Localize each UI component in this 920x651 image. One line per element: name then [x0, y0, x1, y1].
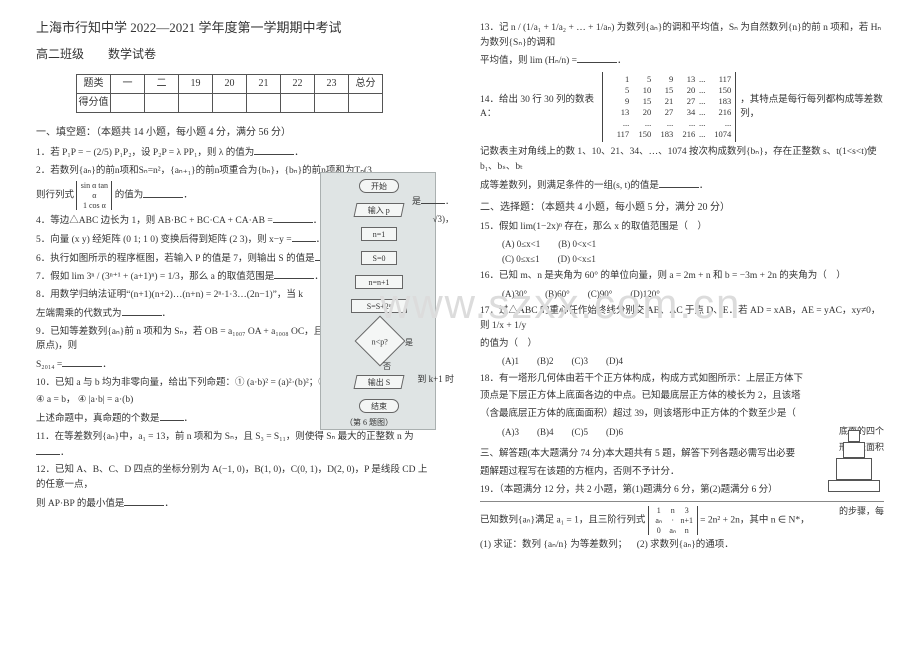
table-cell: 21 — [247, 74, 281, 93]
q2-tail: 是． — [412, 194, 454, 208]
fc-inc: n=n+1 — [355, 275, 403, 289]
question-14b: 记数表主对角线上的数 1、10、21、34、…、1074 按次构成数列{bₙ}，… — [480, 145, 884, 174]
exam-title: 上海市行知中学 2022—2021 学年度第一学期期中考试 — [36, 18, 436, 39]
question-12b: 则 AP·BP 的最小值是． — [36, 496, 436, 512]
fc-end: 结束 — [359, 399, 399, 413]
question-13: 13．记 n / (1/a₁ + 1/a₂ + … + 1/aₙ) 为数列{aₙ… — [480, 21, 884, 50]
fc-yes: 是 — [405, 337, 413, 350]
cube-figure — [828, 430, 880, 492]
question-19c: (1) 求证：数列 {aₙ/n} 为等差数列； (2) 求数列{aₙ}的通项． — [480, 538, 884, 553]
section-3a: 三、解答题(本大题满分 74 分)本大题共有 5 题，解答下列各题必需写出必要 — [480, 447, 884, 462]
question-17: 17．过△ABC 的重心任作始终线分别交 AB、AC 于点 D、E．若 AD =… — [480, 304, 884, 333]
question-12: 12．已知 A、B、C、D 四点的坐标分别为 A(−1, 0)，B(1, 0)，… — [36, 463, 436, 492]
fc-out: 输出 S — [354, 375, 405, 389]
section-2-heading: 二、选择题：（本题共 4 小题，每小题 5 分，满分 20 分） — [480, 200, 884, 216]
table-cell: 22 — [281, 74, 315, 93]
question-15: 15．假如 lim(1−2x)ⁿ 存在，那么 x 的取值范围是（ ） — [480, 220, 884, 235]
question-13b: 平均值，则 lim (Hₙ/n) =． — [480, 53, 884, 69]
question-19: 19．（本题满分 12 分，共 2 小题，第(1)题满分 6 分，第(2)题满分… — [480, 483, 884, 498]
table-cell: 19 — [179, 74, 213, 93]
section-1-heading: 一、填空题：（本题共 14 小题，每小题 4 分，满分 56 分） — [36, 125, 436, 141]
section-3b: 题解题过程写在该题的方框内，否则不予计分． — [480, 465, 884, 480]
question-16: 16．已知 m、n 是夹角为 60° 的单位向量，则 a = 2m + n 和 … — [480, 269, 884, 284]
section-3a-r: 的步骤，每 — [839, 504, 884, 518]
question-11: 11．在等差数列{aₙ}中，a₁ = 13，前 n 项和为 Sₙ，且 S₃ = … — [36, 430, 436, 460]
score-table: 题类 一 二 19 20 21 22 23 总分 得分值 — [76, 74, 383, 113]
q15-choices: (A) 0≤x<1(B) 0<x<1 (C) 0≤x≤1(D) 0<x≤1 — [502, 237, 884, 266]
table-cell: 总分 — [349, 74, 383, 93]
table-cell: 二 — [145, 74, 179, 93]
exam-subtitle: 高二班级 数学试卷 — [36, 45, 436, 64]
q2-tail2: √3)， — [433, 212, 454, 226]
question-18c: （含最底层正方体的底面面积）超过 39，则该塔形中正方体的个数至少是（ — [480, 407, 884, 422]
question-18: 18．有一塔形几何体由若干个正方体构成，构成方式如图所示：上层正方体下 — [480, 372, 884, 387]
question-17b: 的值为（ ） — [480, 337, 884, 352]
table-cell: 20 — [213, 74, 247, 93]
fc-no: 否 — [383, 361, 391, 374]
question-14: 14．给出 30 行 30 列的数表 A： 15913...117 510152… — [480, 72, 884, 142]
fc-cond: n<p? — [355, 316, 406, 367]
table-cell: 一 — [111, 74, 145, 93]
table-cell: 得分值 — [77, 93, 111, 112]
fc-input: 输入 p — [354, 203, 405, 217]
table-cell: 题类 — [77, 74, 111, 93]
q16-choices: (A)30°(B)60°(C)90°(D)120° — [502, 287, 884, 301]
question-19b: 已知数列{aₙ}满足 a₁ = 1，且三阶行列式 1n3 aₙ·n+1 0aₙn… — [480, 506, 884, 535]
fc-caption: （第 6 题图） — [345, 417, 393, 430]
det-3x3: 1n3 aₙ·n+1 0aₙn — [648, 506, 698, 535]
question-18b: 顶点是下层正方体上底面各边的中点。已知最底层正方体的棱长为 2，且该塔 — [480, 389, 884, 404]
table-cell: 23 — [315, 74, 349, 93]
flowchart-figure: 开始 输入 p n=1 S=0 n=n+1 S=S+2ⁿ n<p? 是 否 输出… — [320, 172, 436, 430]
question-14c: 成等差数列，则满足条件的一组(s, t)的值是． — [480, 178, 884, 194]
fc-init: n=1 — [361, 227, 397, 241]
fc-sum: S=S+2ⁿ — [351, 299, 407, 313]
q18-choices: (A)3(B)4(C)5(D)6 — [502, 425, 884, 439]
matrix-a: 15913...117 5101520...150 9152127...183 … — [602, 72, 736, 142]
q8-tail: 到 k+1 时 — [417, 372, 454, 386]
fc-start: 开始 — [359, 179, 399, 193]
fc-s0: S=0 — [361, 251, 397, 265]
q17-choices: (A)1(B)2(C)3(D)4 — [502, 354, 884, 368]
question-1: 1．若 P₁P = − (2/5) P₁P₂，设 P₂P = λ PP₁，则 λ… — [36, 145, 436, 161]
